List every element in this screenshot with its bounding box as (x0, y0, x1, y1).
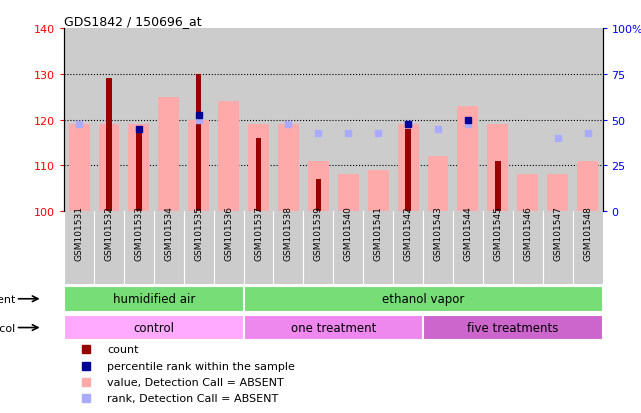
Bar (256, 138, 262, 211)
Bar (315, 180, 321, 211)
Bar (188, 120, 209, 211)
Bar (218, 102, 239, 211)
Bar (308, 161, 329, 211)
Text: agent: agent (0, 294, 15, 304)
Bar (106, 79, 112, 211)
Text: percentile rank within the sample: percentile rank within the sample (107, 361, 295, 371)
Bar (428, 157, 449, 211)
Bar (196, 75, 201, 211)
Bar (244, 315, 423, 341)
Bar (64, 286, 244, 312)
Bar (158, 97, 179, 211)
Text: value, Detection Call = ABSENT: value, Detection Call = ABSENT (107, 377, 284, 387)
Bar (458, 107, 478, 211)
Text: protocol: protocol (0, 323, 15, 333)
Bar (368, 171, 388, 211)
Bar (495, 161, 501, 211)
Text: control: control (133, 321, 174, 334)
Bar (487, 125, 508, 211)
Text: ethanol vapor: ethanol vapor (382, 292, 464, 306)
Bar (69, 125, 90, 211)
Bar (244, 286, 603, 312)
Text: one treatment: one treatment (290, 321, 376, 334)
Bar (405, 129, 411, 211)
Text: five treatments: five treatments (467, 321, 558, 334)
Bar (99, 125, 119, 211)
Text: humidified air: humidified air (113, 292, 195, 306)
Bar (128, 125, 149, 211)
Text: count: count (107, 344, 138, 355)
Text: GDS1842 / 150696_at: GDS1842 / 150696_at (64, 15, 202, 28)
Bar (517, 175, 538, 211)
Bar (338, 175, 359, 211)
Bar (577, 161, 598, 211)
Bar (423, 315, 603, 341)
Bar (136, 134, 142, 211)
Bar (278, 125, 299, 211)
Bar (248, 125, 269, 211)
Text: rank, Detection Call = ABSENT: rank, Detection Call = ABSENT (107, 394, 278, 404)
Bar (397, 125, 419, 211)
Bar (64, 315, 244, 341)
Bar (547, 175, 568, 211)
